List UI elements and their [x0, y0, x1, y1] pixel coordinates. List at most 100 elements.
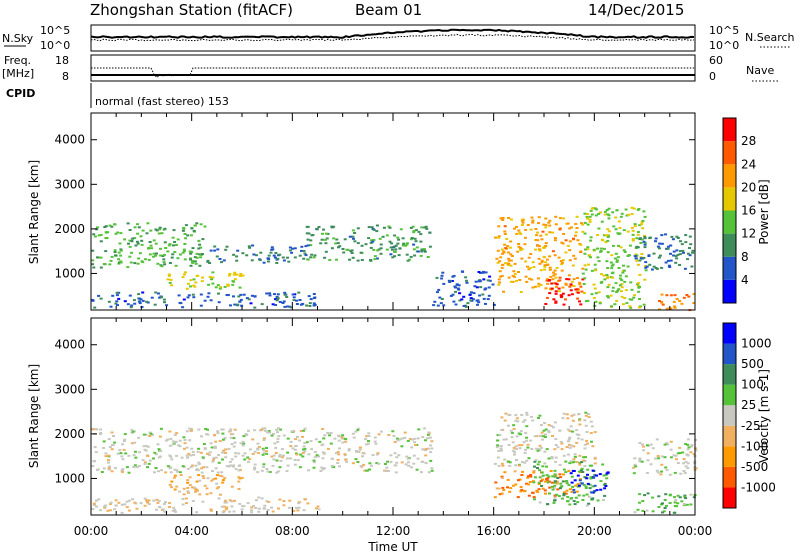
data-cell [113, 223, 117, 226]
data-cell [471, 298, 475, 301]
data-cell [250, 509, 253, 512]
data-cell [606, 471, 610, 474]
data-cell [576, 288, 580, 291]
data-cell [452, 274, 456, 277]
data-cell [124, 452, 128, 455]
data-cell [568, 462, 572, 465]
data-cell [602, 247, 606, 250]
data-cell [186, 456, 190, 459]
nsky-label: N.Sky [2, 32, 34, 45]
data-cell [533, 465, 536, 468]
data-cell [527, 494, 531, 497]
data-cell [136, 242, 140, 245]
data-cell [324, 250, 328, 253]
data-cell [139, 298, 143, 301]
data-cell [518, 478, 522, 481]
colorbar-swatch [723, 384, 736, 406]
data-cell [183, 233, 187, 235]
data-cell [211, 276, 215, 279]
data-cell [686, 467, 690, 470]
data-cell [209, 442, 213, 445]
data-cell [246, 456, 250, 459]
data-cell [104, 231, 108, 234]
data-cell [262, 437, 266, 440]
data-region-1 [206, 244, 308, 264]
data-cell [556, 488, 560, 491]
data-cell [586, 442, 589, 445]
data-cell [224, 451, 227, 454]
data-cell [303, 252, 307, 255]
data-cell [565, 480, 569, 482]
data-cell [181, 503, 185, 506]
data-cell [121, 470, 124, 473]
data-cell [533, 476, 537, 479]
data-cell [543, 462, 547, 465]
data-cell [566, 500, 569, 503]
data-cell [267, 430, 271, 432]
colorbar-tick-label: 28 [741, 134, 756, 148]
data-cell [613, 303, 617, 306]
data-cell [156, 262, 160, 265]
data-cell [319, 470, 323, 472]
data-cell [189, 234, 193, 237]
data-cell [162, 261, 166, 264]
data-cell [162, 503, 166, 505]
data-cell [585, 213, 589, 215]
data-cell [528, 277, 532, 280]
power-x-ticks [90, 113, 696, 310]
data-cell [225, 245, 229, 248]
data-cell [171, 440, 175, 443]
data-cell [196, 450, 200, 453]
data-cell [119, 249, 123, 252]
colorbar-tick-label: 20 [741, 180, 756, 194]
data-cell [222, 259, 226, 262]
data-cell [186, 282, 190, 285]
data-cell [638, 460, 642, 463]
data-cell [643, 215, 647, 218]
data-cell [295, 299, 299, 302]
data-cell [182, 250, 186, 253]
data-cell [189, 285, 192, 288]
freq-tick-top: 18 [55, 54, 69, 67]
data-cell [575, 429, 579, 432]
data-cell [155, 252, 158, 255]
data-cell [513, 262, 517, 265]
data-cell [232, 510, 236, 513]
data-cell [373, 258, 377, 261]
data-cell [574, 288, 578, 291]
data-cell [131, 237, 135, 240]
data-cell [442, 304, 446, 307]
data-cell [272, 254, 276, 257]
data-cell [138, 252, 142, 255]
data-cell [406, 457, 410, 460]
data-cell [245, 254, 249, 257]
data-cell [152, 499, 156, 502]
data-cell [242, 435, 246, 438]
data-cell [395, 437, 399, 440]
data-cell [638, 298, 641, 300]
data-cell [250, 511, 254, 514]
data-cell [217, 301, 221, 304]
data-cell [562, 468, 566, 471]
data-cell [177, 444, 181, 447]
data-cell [250, 294, 254, 297]
data-cell [579, 285, 583, 288]
data-cell [350, 252, 354, 254]
data-cell [504, 262, 507, 265]
data-cell [687, 295, 691, 298]
data-cell [618, 226, 622, 229]
data-cell [236, 249, 240, 252]
data-cell [240, 508, 244, 511]
data-cell [592, 476, 596, 479]
data-cell [92, 266, 96, 269]
data-cell [412, 462, 416, 465]
data-cell [395, 456, 399, 459]
data-cell [422, 248, 426, 250]
data-cell [510, 255, 514, 257]
data-cell [502, 489, 506, 491]
data-cell [144, 258, 147, 261]
data-cell [289, 440, 293, 443]
data-cell [682, 503, 686, 505]
data-cell [313, 451, 317, 453]
data-cell [104, 504, 108, 507]
